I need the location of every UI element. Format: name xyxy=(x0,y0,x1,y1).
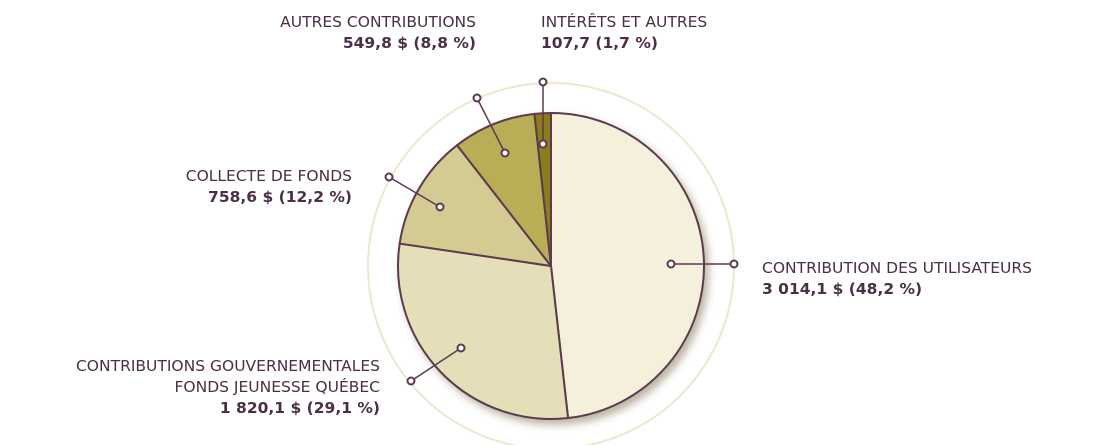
leader-line xyxy=(388,176,441,208)
leader-line xyxy=(410,347,462,382)
leader-dot xyxy=(456,343,466,353)
pie xyxy=(397,112,705,420)
leader-line xyxy=(476,97,506,154)
pie-slice xyxy=(397,242,570,420)
slice-label: COLLECTE DE FONDS 758,6 $ (12,2 %) xyxy=(186,166,352,208)
slice-label: CONTRIBUTIONS GOUVERNEMENTALES FONDS JEU… xyxy=(76,356,380,419)
category-label: INTÉRÊTS ET AUTRES xyxy=(541,13,708,31)
pie-slice xyxy=(550,112,705,420)
leaders xyxy=(384,77,739,386)
slice-label: CONTRIBUTION DES UTILISATEURS 3 014,1 $ (… xyxy=(762,258,1032,300)
value-label: 758,6 $ (12,2 %) xyxy=(208,188,352,206)
slice-label: INTÉRÊTS ET AUTRES 107,7 (1,7 %) xyxy=(541,12,707,54)
leader-dot xyxy=(538,139,548,149)
leader-dot xyxy=(729,259,739,269)
pie-slice xyxy=(398,144,552,267)
leader-dot xyxy=(666,259,676,269)
category-label: CONTRIBUTION DES UTILISATEURS xyxy=(762,259,1032,277)
category-label: CONTRIBUTIONS GOUVERNEMENTALES FONDS JEU… xyxy=(75,357,380,396)
leader-dot xyxy=(538,77,548,87)
category-label: AUTRES CONTRIBUTIONS xyxy=(280,13,476,31)
pie-slice xyxy=(456,112,552,267)
value-label: 549,8 $ (8,8 %) xyxy=(342,34,476,52)
leader-dot xyxy=(472,93,482,103)
category-label: COLLECTE DE FONDS xyxy=(185,167,352,185)
leader-dot xyxy=(406,376,416,386)
leader-dot xyxy=(500,148,510,158)
leader-dot xyxy=(435,202,445,212)
leader-dot xyxy=(384,172,394,182)
value-label: 3 014,1 $ (48,2 %) xyxy=(762,280,923,298)
slice-label: AUTRES CONTRIBUTIONS 549,8 $ (8,8 %) xyxy=(280,12,476,54)
value-label: 107,7 (1,7 %) xyxy=(541,34,658,52)
value-label: 1 820,1 $ (29,1 %) xyxy=(219,399,380,417)
